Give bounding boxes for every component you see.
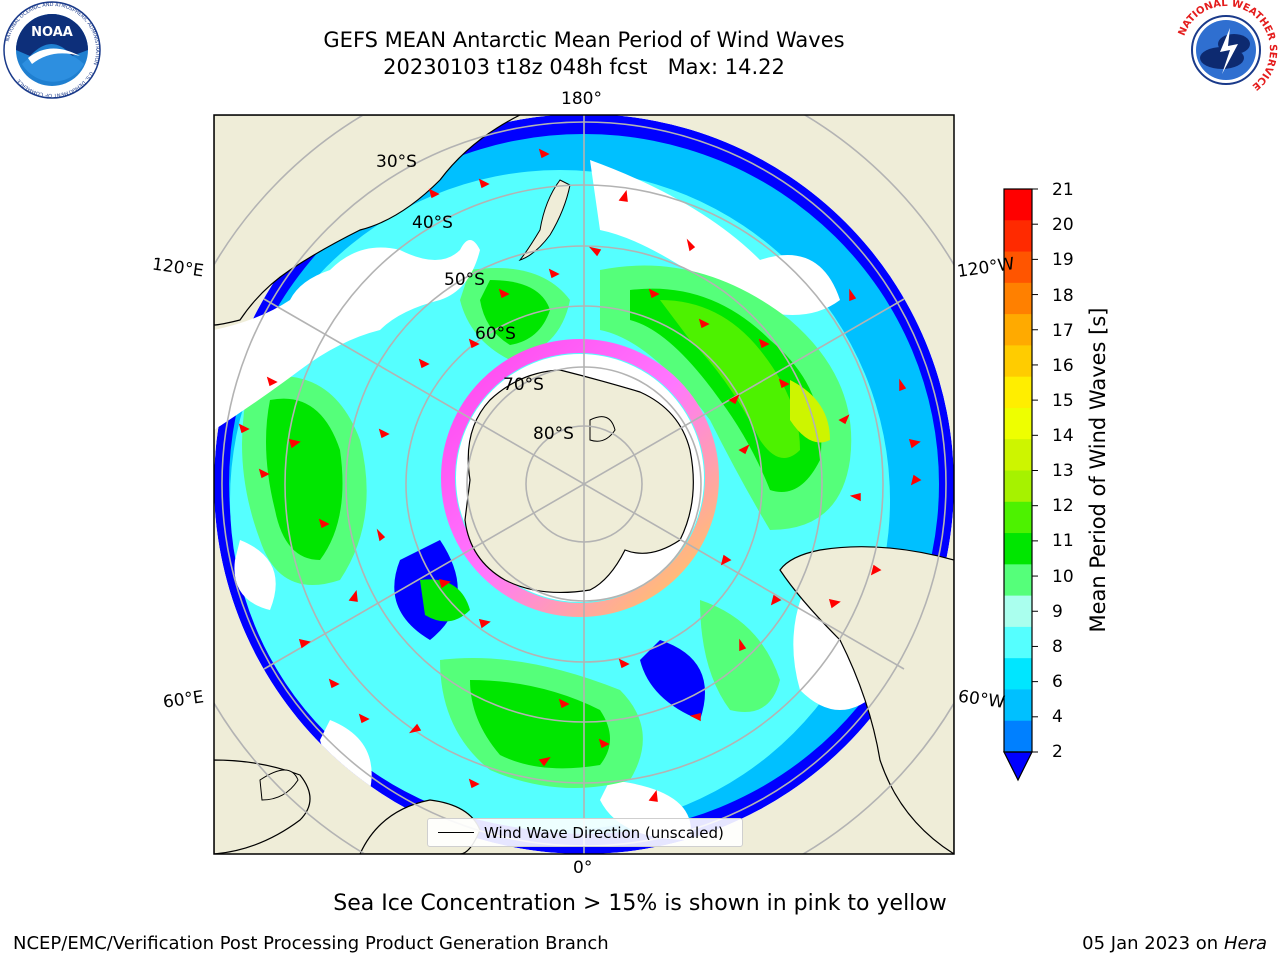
colorbar-band xyxy=(1004,345,1032,378)
colorbar-band xyxy=(1004,689,1032,722)
colorbar-band xyxy=(1004,501,1032,534)
colorbar-band xyxy=(1004,564,1032,597)
colorbar-band xyxy=(1004,189,1032,221)
cbar-tick: 16 xyxy=(1052,356,1074,376)
lat-label-70s: 70°S xyxy=(503,375,544,395)
colorbar-band xyxy=(1004,720,1032,753)
noaa-logo: NOAA NATIONAL OCEANIC AND ATMOSPHERIC AD… xyxy=(3,1,101,99)
colorbar-band xyxy=(1004,407,1032,440)
lat-label-50s: 50°S xyxy=(444,270,485,290)
sea-ice-note: Sea Ice Concentration > 15% is shown in … xyxy=(333,891,947,916)
cbar-tick: 2 xyxy=(1052,742,1063,762)
colorbar-band xyxy=(1004,251,1032,284)
colorbar-extend xyxy=(1003,751,1033,782)
wind-arrows xyxy=(238,148,922,802)
cbar-tick: 19 xyxy=(1052,250,1074,270)
nws-logo: NATIONAL WEATHER SERVICE xyxy=(1177,0,1278,98)
plot-subtitle: 20230103 t18z 048h fcst Max: 14.22 xyxy=(383,55,785,79)
colorbar-band xyxy=(1004,658,1032,690)
cbar-tick: 15 xyxy=(1052,391,1074,411)
colorbar-band xyxy=(1004,595,1032,628)
cbar-tick: 10 xyxy=(1052,567,1074,587)
sea-ice-ring xyxy=(441,339,719,617)
colorbar-band xyxy=(1004,220,1032,253)
noaa-logo-text: NOAA xyxy=(31,25,73,40)
lat-label-60s: 60°S xyxy=(475,324,516,344)
cbar-tick: 4 xyxy=(1052,707,1063,727)
legend-label: Wind Wave Direction (unscaled) xyxy=(484,823,724,842)
cbar-tick: 8 xyxy=(1052,637,1063,657)
australia xyxy=(214,240,480,430)
cbar-tick: 20 xyxy=(1052,215,1074,235)
cbar-tick: 13 xyxy=(1052,461,1074,481)
cbar-tick: 6 xyxy=(1052,672,1063,692)
lat-label-80s: 80°S xyxy=(533,424,574,444)
colorbar-band xyxy=(1004,626,1032,659)
lon-label-180: 180° xyxy=(561,89,602,109)
legend-line-icon xyxy=(438,832,474,833)
colorbar-band xyxy=(1004,470,1032,503)
cbar-tick: 12 xyxy=(1052,496,1074,516)
lon-label-0: 0° xyxy=(573,858,593,878)
colorbar-band xyxy=(1004,439,1032,471)
colorbar-band xyxy=(1004,533,1032,565)
footer-date: 05 Jan 2023 on Hera xyxy=(1082,933,1267,954)
footer-credit: NCEP/EMC/Verification Post Processing Pr… xyxy=(13,933,609,954)
lat-label-40s: 40°S xyxy=(412,213,453,233)
colorbar-band xyxy=(1004,282,1032,315)
cbar-tick: 17 xyxy=(1052,321,1074,341)
cbar-tick: 9 xyxy=(1052,602,1063,622)
cbar-tick: 18 xyxy=(1052,286,1074,306)
new-zealand xyxy=(518,179,571,262)
cbar-tick: 14 xyxy=(1052,426,1074,446)
map-frame xyxy=(213,114,955,855)
colorbar xyxy=(1003,188,1038,782)
colorbar-band xyxy=(1004,376,1032,409)
cbar-tick: 21 xyxy=(1052,180,1074,200)
lat-label-30s: 30°S xyxy=(376,152,417,172)
cbar-tick: 11 xyxy=(1052,531,1074,551)
plot-title: GEFS MEAN Antarctic Mean Period of Wind … xyxy=(323,28,845,52)
map-legend: Wind Wave Direction (unscaled) xyxy=(427,818,743,847)
colorbar-band xyxy=(1004,314,1032,346)
